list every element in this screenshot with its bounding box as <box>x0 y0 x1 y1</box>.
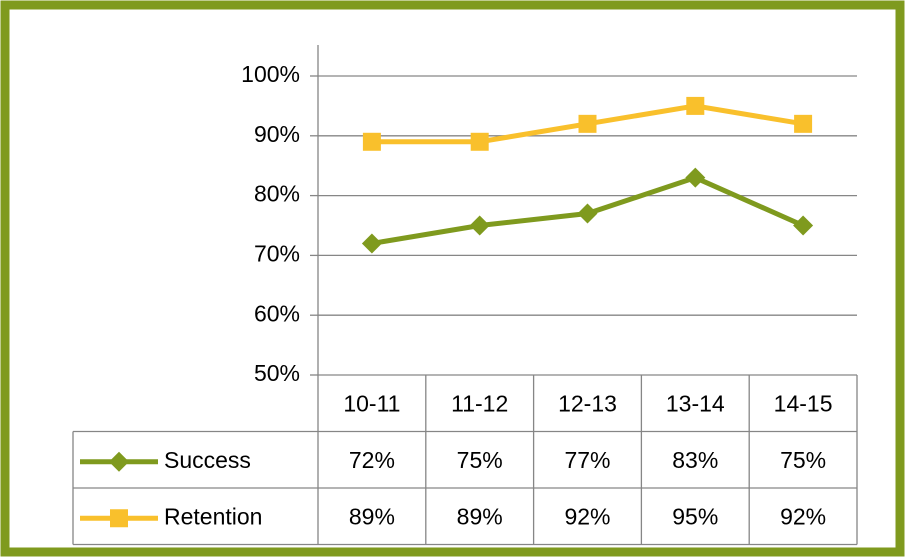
marker <box>686 96 705 115</box>
y-tick-label: 90% <box>254 121 300 147</box>
table-value: 83% <box>672 447 718 473</box>
x-tick-label: 14-15 <box>774 390 833 416</box>
marker <box>470 132 489 151</box>
marker <box>469 215 490 236</box>
x-tick-label: 12-13 <box>558 390 617 416</box>
legend-label: Retention <box>164 503 262 529</box>
table-value: 75% <box>457 447 503 473</box>
marker <box>578 114 597 133</box>
marker <box>110 509 128 528</box>
y-tick-label: 80% <box>254 181 300 207</box>
marker <box>361 233 382 254</box>
x-tick-label: 13-14 <box>666 390 725 416</box>
x-tick-label: 11-12 <box>451 390 508 416</box>
table-value: 92% <box>564 503 610 529</box>
marker <box>794 114 813 133</box>
marker <box>109 451 129 472</box>
marker <box>362 132 381 151</box>
legend-label: Success <box>164 447 251 473</box>
table-value: 75% <box>780 447 826 473</box>
table-value: 77% <box>564 447 610 473</box>
table-value: 95% <box>672 503 718 529</box>
y-tick-label: 70% <box>254 240 300 266</box>
table-value: 89% <box>349 503 395 529</box>
table-value: 72% <box>349 447 395 473</box>
y-tick-label: 100% <box>241 61 300 87</box>
marker <box>685 167 706 188</box>
y-tick-label: 60% <box>254 300 300 326</box>
marker <box>577 203 598 224</box>
x-tick-label: 10-11 <box>343 390 400 416</box>
table-value: 92% <box>780 503 826 529</box>
y-tick-label: 50% <box>254 360 300 386</box>
table-value: 89% <box>457 503 503 529</box>
marker <box>793 215 814 236</box>
